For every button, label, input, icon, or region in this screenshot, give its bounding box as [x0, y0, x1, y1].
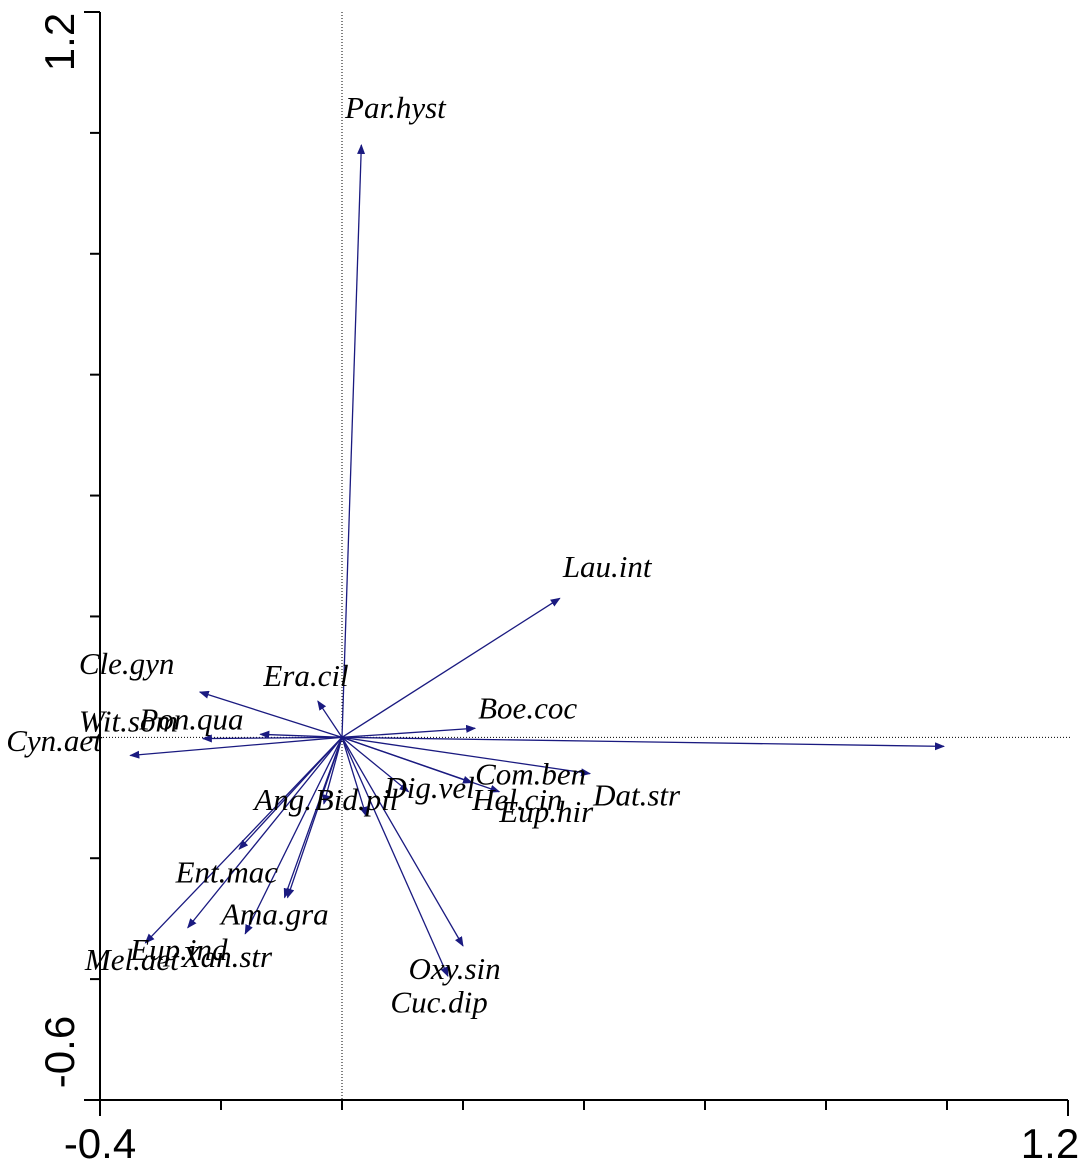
species-label: Par.hyst [344, 90, 447, 125]
species-arrow [322, 737, 343, 805]
species-arrows [129, 143, 945, 978]
species-label: Dig.vel [383, 770, 474, 805]
species-label: Com.ben [475, 756, 586, 791]
species-arrow [341, 736, 945, 751]
species-arrow [341, 143, 366, 738]
species-arrow [129, 736, 343, 759]
species-label: Eup.ind [129, 932, 228, 967]
species-arrow [187, 736, 343, 929]
x-tick-label: -0.4 [64, 1120, 136, 1167]
species-arrow [341, 597, 561, 738]
species-label: Xan.str [180, 939, 273, 974]
species-label: Ent.mac [175, 854, 279, 889]
species-label: Lau.int [562, 549, 653, 584]
species-label: Hel.cin [471, 782, 562, 817]
species-label: Cuc.dip [390, 984, 487, 1019]
species-arrow [341, 737, 368, 817]
species-label: Wit.som [79, 703, 178, 738]
y-tick-label: 1.2 [36, 13, 83, 71]
species-arrow [244, 737, 343, 935]
species-arrow [341, 736, 592, 777]
species-label: Dat.str [592, 778, 681, 813]
species-label: Pon.qua [138, 701, 243, 736]
species-arrow [198, 690, 343, 738]
species-label: Mel.aet [84, 942, 180, 977]
species-label: Ama.gra [219, 897, 329, 932]
species-label: Cyn.aet [6, 723, 103, 758]
axis-ticks [84, 11, 1069, 1116]
species-labels: Par.hyst Lau.int Cle.gyn Era.cil Wit.somPon.… [6, 90, 681, 1020]
y-tick-label: -0.6 [36, 1016, 83, 1088]
x-tick-label: 1.2 [1021, 1120, 1078, 1167]
species-arrow [317, 700, 343, 738]
species-label: Era.cil [262, 658, 348, 693]
species-label: Boe.coc [478, 691, 577, 726]
species-label: Ang. [252, 782, 312, 817]
axis-tick-labels: -0.4 1.2 1.2 -0.6 [36, 13, 1078, 1167]
species-label: Bid.pil [315, 782, 399, 817]
species-arrow [201, 734, 343, 743]
species-arrow [341, 737, 449, 978]
species-arrow [341, 736, 410, 793]
species-arrow [238, 736, 343, 850]
species-label: Cle.gyn [79, 646, 175, 681]
species-label: Eup.hir [498, 794, 594, 829]
species-label: Oxy.sin [409, 951, 501, 986]
species-arrow [286, 737, 343, 899]
species-arrow [341, 724, 477, 738]
species-arrow [341, 736, 474, 784]
species-arrow [341, 737, 464, 947]
species-arrow [259, 730, 343, 739]
